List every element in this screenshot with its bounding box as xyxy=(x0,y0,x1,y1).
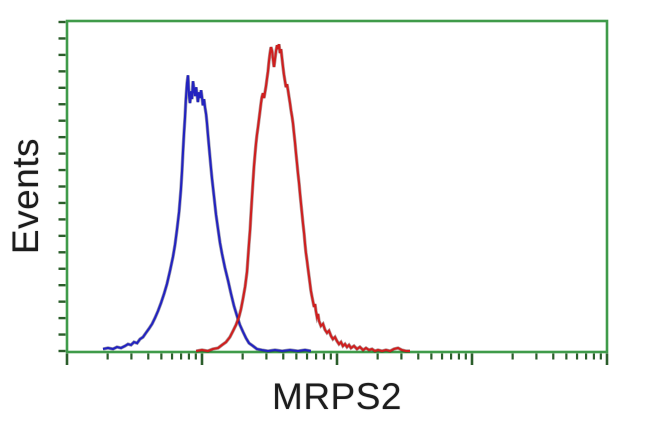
y-axis-label: Events xyxy=(5,137,46,255)
curve-blue xyxy=(102,75,312,353)
plot-border xyxy=(65,19,609,354)
curve-red xyxy=(195,43,410,353)
x-axis-label: MRPS2 xyxy=(272,376,402,417)
